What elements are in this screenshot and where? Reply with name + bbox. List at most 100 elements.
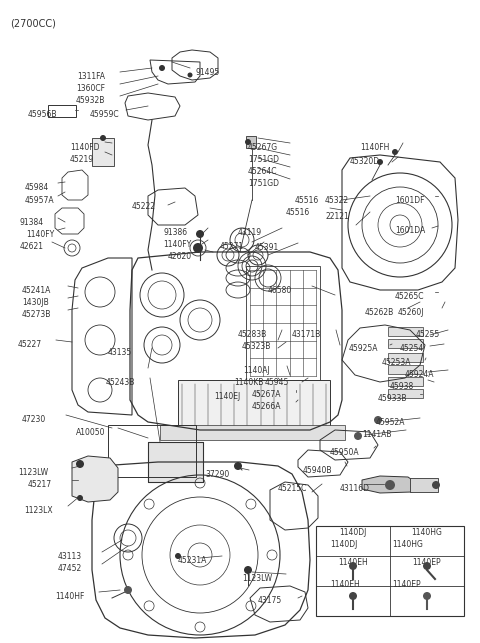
Circle shape — [349, 592, 357, 600]
Text: 45322: 45322 — [325, 196, 349, 205]
Text: 1140EH: 1140EH — [338, 558, 368, 567]
Text: 1140KB: 1140KB — [234, 378, 264, 387]
Text: 45273B: 45273B — [22, 310, 51, 319]
Bar — [388, 339, 423, 348]
Circle shape — [196, 230, 204, 238]
Text: 91495: 91495 — [195, 68, 219, 77]
Text: 43116D: 43116D — [340, 484, 370, 493]
Text: 1430JB: 1430JB — [22, 298, 49, 307]
Bar — [388, 365, 423, 374]
Text: 1140FH: 1140FH — [360, 143, 389, 152]
Text: 47230: 47230 — [22, 415, 46, 424]
Bar — [388, 353, 423, 362]
Text: 45253A: 45253A — [382, 358, 411, 367]
Text: 45516: 45516 — [295, 196, 319, 205]
Circle shape — [244, 566, 252, 574]
Text: 45952A: 45952A — [376, 418, 406, 427]
Text: 1140DJ: 1140DJ — [339, 528, 367, 537]
Bar — [148, 442, 203, 482]
Text: 45227: 45227 — [18, 340, 42, 349]
Polygon shape — [362, 476, 418, 493]
Text: 37290: 37290 — [205, 470, 229, 479]
Circle shape — [124, 586, 132, 594]
Bar — [92, 138, 114, 166]
Text: 45945: 45945 — [265, 378, 289, 387]
Bar — [48, 105, 76, 117]
Bar — [148, 442, 203, 482]
Text: 45940B: 45940B — [303, 466, 333, 475]
Text: 45271: 45271 — [220, 242, 244, 251]
Text: 1140FD: 1140FD — [70, 143, 99, 152]
Circle shape — [392, 149, 398, 155]
Text: 45266A: 45266A — [252, 402, 281, 411]
Text: 45267G: 45267G — [248, 143, 278, 152]
Text: 45231A: 45231A — [178, 556, 207, 565]
Circle shape — [234, 462, 242, 470]
Text: 1140EP: 1140EP — [392, 580, 420, 589]
Text: 45243B: 45243B — [106, 378, 135, 387]
Text: 45217: 45217 — [28, 480, 52, 489]
Text: 45283B: 45283B — [238, 330, 267, 339]
Text: 45323B: 45323B — [242, 342, 271, 351]
Text: 1360CF: 1360CF — [76, 84, 105, 93]
Bar — [108, 425, 196, 477]
Bar — [316, 526, 464, 616]
Text: 43113: 43113 — [58, 552, 82, 561]
Text: 1751GD: 1751GD — [248, 155, 279, 164]
Text: 45950A: 45950A — [330, 448, 360, 457]
Text: 45264C: 45264C — [248, 167, 277, 176]
Text: 45959C: 45959C — [90, 110, 120, 119]
Text: 45924A: 45924A — [405, 370, 434, 379]
Text: 45933B: 45933B — [378, 394, 408, 403]
Text: 1751GD: 1751GD — [248, 179, 279, 188]
Text: 1123LW: 1123LW — [242, 574, 272, 583]
Polygon shape — [72, 456, 118, 502]
Text: 1140EP: 1140EP — [413, 558, 441, 567]
Bar — [246, 266, 320, 380]
Text: 1140HG: 1140HG — [392, 540, 423, 549]
Circle shape — [100, 135, 106, 141]
Text: 91386: 91386 — [163, 228, 187, 237]
Text: 47452: 47452 — [58, 564, 82, 573]
Circle shape — [423, 562, 431, 570]
Text: 45255: 45255 — [416, 330, 440, 339]
Text: 1140FY: 1140FY — [26, 230, 54, 239]
Bar — [388, 327, 423, 336]
Text: (2700CC): (2700CC) — [10, 18, 56, 28]
Text: 1123LX: 1123LX — [24, 506, 53, 515]
Text: 45320D: 45320D — [350, 157, 380, 166]
Text: 43175: 43175 — [258, 596, 282, 605]
Text: 1601DA: 1601DA — [395, 226, 425, 235]
Text: 45391: 45391 — [255, 243, 279, 252]
Text: 1140HG: 1140HG — [411, 528, 443, 537]
Text: 46580: 46580 — [268, 286, 292, 295]
Text: 45260J: 45260J — [398, 308, 424, 317]
Text: 45254: 45254 — [400, 344, 424, 353]
Text: 45932B: 45932B — [76, 96, 105, 105]
Text: 43135: 43135 — [108, 348, 132, 357]
Text: 1123LW: 1123LW — [18, 468, 48, 477]
Text: 45219: 45219 — [70, 155, 94, 164]
Bar — [410, 478, 438, 492]
Text: 1311FA: 1311FA — [77, 72, 105, 81]
Circle shape — [245, 139, 251, 145]
Bar — [388, 377, 423, 386]
Text: 45215C: 45215C — [278, 484, 307, 493]
Circle shape — [432, 481, 440, 489]
Circle shape — [193, 243, 203, 253]
Circle shape — [377, 159, 383, 165]
Text: 45925A: 45925A — [349, 344, 379, 353]
Text: 45265C: 45265C — [395, 292, 424, 301]
Circle shape — [354, 432, 362, 440]
Text: 1140HF: 1140HF — [55, 592, 84, 601]
Text: 1140AJ: 1140AJ — [243, 366, 270, 375]
Text: 1141AB: 1141AB — [362, 430, 392, 439]
Bar — [388, 389, 423, 398]
Circle shape — [77, 495, 83, 501]
Text: 45984: 45984 — [25, 183, 49, 192]
Text: 42620: 42620 — [168, 252, 192, 261]
Text: 1140EJ: 1140EJ — [214, 392, 240, 401]
Text: 45957A: 45957A — [25, 196, 55, 205]
Circle shape — [76, 460, 84, 468]
Text: 45262B: 45262B — [365, 308, 394, 317]
